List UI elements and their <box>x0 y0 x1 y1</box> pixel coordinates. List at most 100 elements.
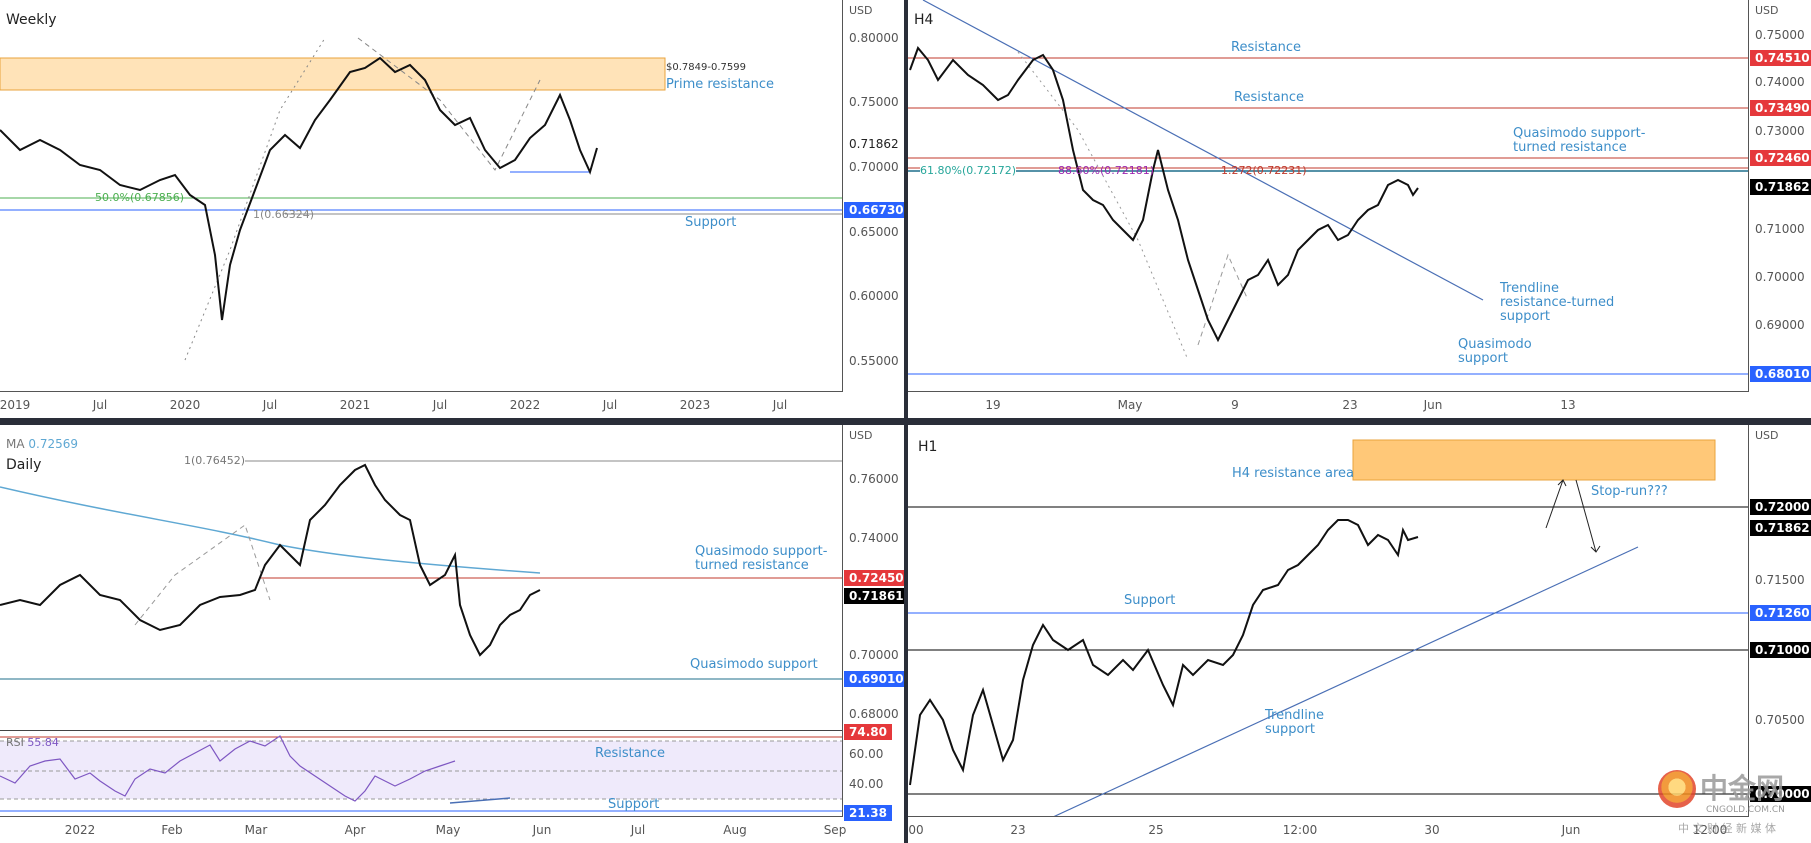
zone-range-label: $0.7849-0.7599 <box>666 62 746 73</box>
last-price-badge: 0.71861 <box>844 588 904 604</box>
timeframe-label: Daily <box>6 457 42 473</box>
price-axis[interactable]: USD 0.80000 0.75000 0.71862 0.70000 0.66… <box>842 0 904 418</box>
price-tick: 0.75000 <box>1755 28 1805 42</box>
price-tick: 0.75000 <box>849 95 899 109</box>
qm-support-label: Quasimodo support <box>690 657 818 672</box>
prime-resistance-label: Prime resistance <box>666 77 775 92</box>
fib-1272-label: 1.272(0.72231) <box>1221 164 1307 177</box>
fib-1-label: 1(0.66324) <box>253 208 315 221</box>
time-tick: Jun <box>1561 823 1581 837</box>
fib-1-label: 1(0.76452) <box>184 454 246 467</box>
time-tick: Jun <box>532 823 552 837</box>
time-tick: 2020 <box>169 398 201 412</box>
qm-resistance-label: Quasimodo support-turned resistance <box>695 544 828 573</box>
time-tick: Jul <box>92 398 108 412</box>
currency-label: USD <box>1755 429 1779 442</box>
h1-chart-panel[interactable]: H1 H4 resistance area Stop-run??? Suppor… <box>908 425 1811 843</box>
rsi-support-badge: 21.38 <box>844 805 892 821</box>
time-tick: Jun <box>1423 398 1443 412</box>
fib-886-label: 88.60%(0.72181) <box>1058 164 1155 177</box>
rsi-legend: RSI 55.84 <box>6 736 59 749</box>
time-tick: 2022 <box>64 823 96 837</box>
rsi-tick: 60.00 <box>849 747 884 761</box>
price-tick: 0.68000 <box>849 707 899 721</box>
qm-resistance-badge: 0.72460 <box>1750 150 1811 166</box>
time-tick: Aug <box>723 823 747 837</box>
price-axis[interactable]: USD 0.76000 0.74000 0.72450 0.71861 0.70… <box>842 425 904 843</box>
price-tick: 0.70500 <box>1755 713 1805 727</box>
resistance-label-2: Resistance <box>1234 90 1305 105</box>
time-tick: Apr <box>344 823 366 837</box>
round-number-badge: 0.70000 <box>1750 786 1811 802</box>
time-tick: Mar <box>244 823 268 837</box>
ma-legend: MA 0.72569 <box>6 437 79 451</box>
price-axis[interactable]: USD 0.75000 0.74510 0.74000 0.73490 0.73… <box>1748 0 1811 418</box>
time-axis[interactable]: 2019 Jul 2020 Jul 2021 Jul 2022 Jul 2023… <box>0 391 843 418</box>
last-price-badge: 0.71862 <box>1750 179 1811 195</box>
price-tick: 0.76000 <box>849 472 899 486</box>
time-axis[interactable]: 2022 Feb Mar Apr May Jun Jul Aug Sep <box>0 816 846 843</box>
timeframe-label: Weekly <box>6 12 57 28</box>
time-tick: 19 <box>985 398 1001 412</box>
time-axis[interactable]: :00 23 25 12:00 30 Jun 12:00 <box>908 816 1749 843</box>
cngold-logo-icon <box>1658 770 1696 808</box>
currency-label: USD <box>1755 4 1779 17</box>
resistance-label-1: Resistance <box>1231 40 1302 55</box>
currency-label: USD <box>849 429 873 442</box>
weekly-price-plot[interactable] <box>0 0 842 392</box>
cngold-watermark: 中金网 CNGOLD.COM.CN 中 文 财 经 新 媒 体 <box>1658 765 1811 840</box>
time-tick: May <box>435 823 461 837</box>
qm-resistance-label: Quasimodo support-turned resistance <box>1513 126 1646 155</box>
time-tick: 13 <box>1560 398 1576 412</box>
time-tick: 2019 <box>0 398 31 412</box>
price-tick: 0.74000 <box>849 531 899 545</box>
h4-price-plot[interactable] <box>908 0 1748 392</box>
timeframe-label: H4 <box>914 12 934 28</box>
price-tick: 0.71500 <box>1755 573 1805 587</box>
round-number-badge: 0.72000 <box>1750 499 1811 515</box>
price-tick: 0.70000 <box>849 648 899 662</box>
time-tick: 12:00 <box>1692 823 1728 837</box>
stop-run-label: Stop-run??? <box>1591 484 1668 499</box>
time-tick: Jul <box>432 398 448 412</box>
time-tick: May <box>1117 398 1143 412</box>
price-tick: 0.60000 <box>849 289 899 303</box>
time-tick: :00 <box>908 823 924 837</box>
qm-support-label: Quasimodo support <box>1458 337 1532 366</box>
price-tick: 0.70000 <box>849 160 899 174</box>
fib-50-label: 50.0%(0.67856) <box>95 191 185 204</box>
rsi-resistance-badge: 74.80 <box>844 724 892 740</box>
time-tick: 9 <box>1231 398 1239 412</box>
time-tick: 2021 <box>339 398 371 412</box>
qm-support-badge: 0.68010 <box>1750 366 1811 382</box>
daily-price-plot[interactable] <box>0 425 842 730</box>
time-tick: 2023 <box>679 398 711 412</box>
resistance-badge: 0.73490 <box>1750 100 1811 116</box>
price-axis[interactable]: USD 0.72000 0.71862 0.71500 0.71260 0.71… <box>1748 425 1811 843</box>
time-tick: 25 <box>1148 823 1164 837</box>
rsi-pane[interactable]: RSI 55.84 Resistance Support <box>0 730 842 818</box>
qm-resistance-badge: 0.72450 <box>844 570 904 586</box>
price-tick: 0.74000 <box>1755 75 1805 89</box>
resistance-badge: 0.74510 <box>1750 50 1811 66</box>
weekly-chart-panel[interactable]: Weekly $0.7849-0.7599 Prime resistance 5… <box>0 0 904 418</box>
h1-price-plot[interactable] <box>908 425 1748 817</box>
price-tick: 0.73000 <box>1755 124 1805 138</box>
time-tick: Jul <box>772 398 788 412</box>
trendline-support-label: Trendline support <box>1265 708 1325 737</box>
rsi-support-label: Support <box>608 797 660 812</box>
support-label: Support <box>1124 593 1176 608</box>
support-badge: 0.71260 <box>1750 605 1811 621</box>
daily-chart-panel[interactable]: MA 0.72569 Daily 1(0.76452) Quasimodo su… <box>0 425 904 843</box>
support-label: Support <box>685 215 737 230</box>
round-number-badge: 0.71000 <box>1750 642 1811 658</box>
h4-resistance-area-label: H4 resistance area <box>1232 466 1354 481</box>
trendline-label: Trendline resistance-turned support <box>1500 281 1615 324</box>
h4-chart-panel[interactable]: H4 Resistance Resistance Quasimodo suppo… <box>908 0 1811 418</box>
time-axis[interactable]: 19 May 9 23 Jun 13 <box>908 391 1749 418</box>
currency-label: USD <box>849 4 873 17</box>
time-tick: 23 <box>1342 398 1358 412</box>
price-tick: 0.69000 <box>1755 318 1805 332</box>
time-tick: Jul <box>602 398 618 412</box>
timeframe-label: H1 <box>918 439 938 455</box>
